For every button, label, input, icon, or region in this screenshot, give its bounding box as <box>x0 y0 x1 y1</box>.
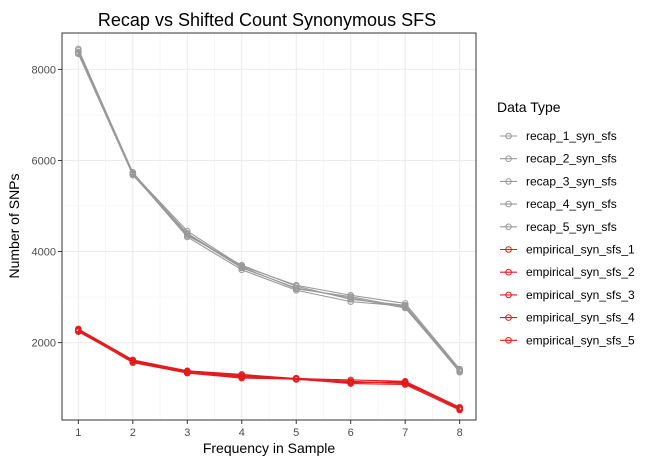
data-point <box>183 367 191 375</box>
data-point <box>347 379 355 386</box>
data-point <box>456 405 463 412</box>
legend-key-point <box>505 155 512 162</box>
legend-label: empirical_syn_sfs_1 <box>526 243 635 257</box>
legend-label: recap_5_syn_sfs <box>526 220 617 234</box>
data-point <box>401 301 409 309</box>
x-tick-label: 6 <box>348 427 354 439</box>
series-recap_5_syn_sfs <box>75 49 463 376</box>
legend-label: recap_4_syn_sfs <box>526 197 617 211</box>
legend-item: recap_1_syn_sfs <box>500 129 617 143</box>
legend-key-point <box>505 314 512 321</box>
y-tick-label: 4000 <box>32 247 56 259</box>
legend-key-point <box>505 268 512 276</box>
y-tick-label: 2000 <box>32 338 56 350</box>
x-tick-label: 5 <box>293 427 299 439</box>
legend-item: empirical_syn_sfs_5 <box>500 333 635 347</box>
data-point <box>347 293 355 300</box>
legend-key-point <box>505 337 512 344</box>
x-tick-label: 2 <box>130 427 136 439</box>
legend-item: empirical_syn_sfs_1 <box>500 243 635 257</box>
legend-key-point <box>505 291 512 299</box>
legend: Data Type recap_1_syn_sfs recap_2_syn_sfs… <box>497 99 635 347</box>
series-line <box>77 52 461 373</box>
data-point <box>238 372 246 379</box>
legend-title: Data Type <box>497 99 561 115</box>
legend-label: empirical_syn_sfs_4 <box>526 311 635 325</box>
legend-item: recap_3_syn_sfs <box>500 174 617 188</box>
series-line <box>78 330 460 411</box>
legend-items: recap_1_syn_sfs recap_2_syn_sfs recap_3_sy… <box>500 129 635 347</box>
data-point <box>292 285 300 293</box>
x-axis-title: Frequency in Sample <box>203 440 336 456</box>
x-tick-label: 3 <box>184 427 190 439</box>
legend-label: empirical_syn_sfs_2 <box>526 265 635 279</box>
data-point <box>456 366 463 374</box>
y-tick-label: 8000 <box>32 64 56 76</box>
legend-key-point <box>505 178 512 185</box>
legend-item: recap_5_syn_sfs <box>500 220 617 234</box>
data-point <box>183 230 191 237</box>
data-point <box>75 327 82 334</box>
grid-layer <box>62 33 476 420</box>
plot-border <box>61 32 477 421</box>
legend-item: recap_4_syn_sfs <box>500 197 617 211</box>
data-point <box>129 357 137 364</box>
data-point <box>401 303 409 311</box>
legend-key-point <box>505 132 512 140</box>
legend-label: empirical_syn_sfs_3 <box>526 288 635 302</box>
y-tick-label: 6000 <box>32 155 56 167</box>
legend-label: recap_2_syn_sfs <box>526 152 617 166</box>
legend-item: recap_2_syn_sfs <box>500 152 617 166</box>
series-empirical_syn_sfs_5 <box>75 327 463 412</box>
x-tick-label: 1 <box>75 427 81 439</box>
legend-label: recap_1_syn_sfs <box>526 129 617 143</box>
data-point <box>401 378 409 386</box>
y-axis-title: Number of SNPs <box>6 173 22 278</box>
data-point <box>129 170 137 177</box>
legend-key-point <box>505 246 512 253</box>
data-point <box>292 375 300 383</box>
legend-item: empirical_syn_sfs_4 <box>500 311 635 325</box>
data-point <box>75 49 82 57</box>
legend-item: empirical_syn_sfs_2 <box>500 265 635 279</box>
legend-item: empirical_syn_sfs_3 <box>500 288 635 302</box>
legend-label: empirical_syn_sfs_5 <box>526 333 635 347</box>
chart-title: Recap vs Shifted Count Synonymous SFS <box>98 10 436 30</box>
series-layer <box>75 45 463 414</box>
legend-key-point <box>505 200 512 208</box>
x-tick-label: 7 <box>402 427 408 439</box>
legend-key-point <box>505 223 512 231</box>
x-axis: 1 2 3 4 5 6 7 8 <box>75 420 463 439</box>
data-point <box>238 373 246 381</box>
y-axis: 2000 4000 6000 8000 <box>32 64 62 350</box>
series-line <box>78 329 460 410</box>
legend-label: recap_3_syn_sfs <box>526 174 617 188</box>
data-point <box>238 263 246 271</box>
x-tick-label: 4 <box>239 427 245 439</box>
x-tick-label: 8 <box>457 427 463 439</box>
data-point <box>456 368 463 376</box>
